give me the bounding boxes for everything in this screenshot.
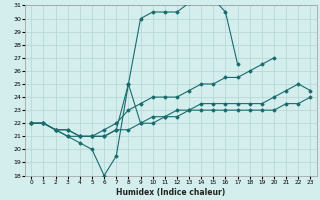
X-axis label: Humidex (Indice chaleur): Humidex (Indice chaleur) [116,188,226,197]
